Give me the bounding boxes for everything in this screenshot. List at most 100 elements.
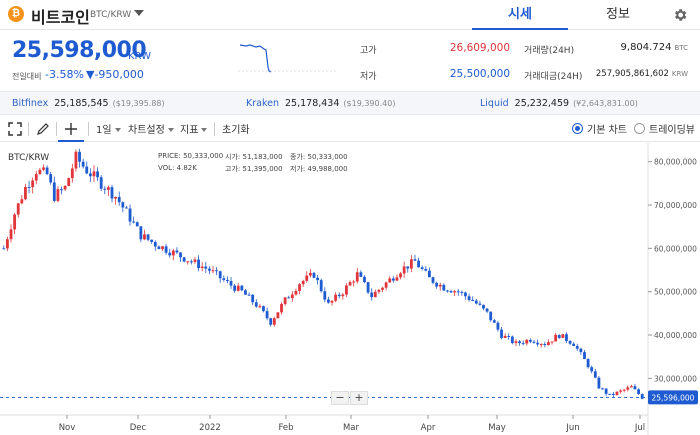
candle-body xyxy=(492,320,496,323)
candle-body xyxy=(359,272,363,277)
coin-pair[interactable]: BTC/KRW xyxy=(90,10,132,20)
exchange-price: 25,232,459 xyxy=(514,98,570,109)
candle-body xyxy=(6,239,9,249)
candle-body xyxy=(348,282,352,286)
candle-body xyxy=(478,303,482,305)
reset-button[interactable]: 초기화 xyxy=(222,125,250,136)
candle-body xyxy=(52,182,56,201)
interval-select[interactable]: 1일 xyxy=(96,121,121,136)
exchange-bitfinex[interactable]: Bitfinex 25,185,545 ($19,395.88) xyxy=(12,98,165,109)
candle-body xyxy=(619,390,622,392)
candle-body xyxy=(417,260,420,268)
crosshair-icon[interactable] xyxy=(64,122,78,136)
y-tick-label: 50,000,000 xyxy=(654,288,697,297)
candle-body xyxy=(265,311,269,319)
candle-body xyxy=(373,291,377,298)
x-tick-label: Apr xyxy=(421,423,436,433)
candle-body xyxy=(34,174,38,181)
price-summary: 25,598,000 KRW 전일대비 -3.58% ▼-950,000 고가 … xyxy=(0,31,700,91)
price-unit: KRW xyxy=(128,51,151,62)
candle-body xyxy=(557,334,561,338)
change-amount: ▼-950,000 xyxy=(86,68,144,81)
toolbar-divider xyxy=(56,122,57,136)
candle-body xyxy=(464,292,467,297)
exchange-name: Kraken xyxy=(246,98,279,109)
candle-body xyxy=(485,308,489,312)
exchange-liquid[interactable]: Liquid 25,232,459 (¥2,643,831.00) xyxy=(480,98,638,109)
pencil-icon[interactable] xyxy=(36,122,50,136)
exchange-kraken[interactable]: Kraken 25,178,434 ($19,390.40) xyxy=(246,98,395,109)
fullscreen-icon[interactable] xyxy=(8,122,22,136)
candle-body xyxy=(431,277,435,283)
exchange-bar: Bitfinex 25,185,545 ($19,395.88) Kraken 25,… xyxy=(0,91,700,115)
candle-body xyxy=(13,214,17,230)
candle-body xyxy=(308,272,312,276)
candle-body xyxy=(597,377,601,389)
candle-body xyxy=(139,226,143,240)
candle-body xyxy=(539,344,543,346)
candle-body xyxy=(626,387,630,390)
candle-body xyxy=(56,189,60,201)
candle-body xyxy=(345,285,348,295)
candle-body xyxy=(305,275,309,281)
tradingview-label[interactable]: 트레이딩뷰 xyxy=(649,125,695,136)
candle-body xyxy=(197,259,200,269)
zoom-in-button[interactable]: + xyxy=(350,391,368,405)
candle-body xyxy=(536,342,540,345)
current-price: 25,598,000 xyxy=(12,38,147,63)
chevron-down-icon[interactable] xyxy=(134,10,144,16)
candle-body xyxy=(233,285,237,291)
ohlc-close: 종가: 50,333,000 xyxy=(290,153,348,161)
basic-chart-radio[interactable] xyxy=(572,123,583,134)
candle-body xyxy=(467,296,471,300)
basic-chart-label[interactable]: 기본 차트 xyxy=(587,125,627,136)
candle-body xyxy=(395,277,399,281)
candle-body xyxy=(31,180,35,188)
candle-body xyxy=(168,252,172,256)
indicators-select[interactable]: 지표 xyxy=(180,121,208,136)
candle-body xyxy=(590,367,594,372)
candle-body xyxy=(204,266,208,269)
tab-info[interactable]: 정보 xyxy=(606,7,630,22)
candle-body xyxy=(92,171,96,177)
crosshair-tool-active[interactable] xyxy=(58,116,84,142)
candle-body xyxy=(74,151,78,169)
candle-body xyxy=(229,281,233,286)
zoom-out-button[interactable]: − xyxy=(331,391,349,405)
price-chart[interactable]: 80,000,000 70,000,000 60,000,000 50,000,000… xyxy=(0,143,700,435)
tradingview-radio[interactable] xyxy=(634,123,645,134)
exchange-name: Bitfinex xyxy=(12,98,49,109)
candle-body xyxy=(211,270,215,272)
candle-body xyxy=(561,334,565,338)
candle-body xyxy=(247,294,251,296)
candle-body xyxy=(99,177,103,189)
candle-body xyxy=(251,294,255,303)
candle-body xyxy=(60,189,63,191)
chart-pair-label: BTC/KRW xyxy=(8,153,50,163)
coin-name[interactable]: 비트코인 xyxy=(31,8,90,27)
candle-body xyxy=(272,318,276,325)
candle-body xyxy=(449,291,453,293)
candle-body xyxy=(132,221,136,223)
candle-body xyxy=(406,266,410,269)
volume-unit: BTC xyxy=(674,44,688,52)
candle-body xyxy=(456,291,460,293)
candle-body xyxy=(554,334,558,342)
candle-body xyxy=(96,171,99,178)
candle-body xyxy=(49,174,53,183)
ohlc-open: 시가: 51,183,000 xyxy=(225,153,283,161)
candle-body xyxy=(128,208,132,222)
candle-body xyxy=(525,339,529,344)
candlestick-chart[interactable]: 80,000,000 70,000,000 60,000,000 50,000,000… xyxy=(0,143,700,435)
candle-body xyxy=(438,284,442,287)
candle-body xyxy=(63,185,67,190)
candle-body xyxy=(377,289,381,292)
candle-body xyxy=(474,300,478,304)
chart-settings-select[interactable]: 차트설정 xyxy=(128,121,174,136)
chart-toolbar: 1일 차트설정 지표 초기화 기본 차트 트레이딩뷰 xyxy=(0,116,700,142)
gear-icon[interactable] xyxy=(672,7,688,23)
high-value: 26,609,000 xyxy=(449,42,510,54)
candle-body xyxy=(435,282,439,287)
candle-body xyxy=(489,311,493,321)
tab-price[interactable]: 시세 xyxy=(472,0,568,30)
